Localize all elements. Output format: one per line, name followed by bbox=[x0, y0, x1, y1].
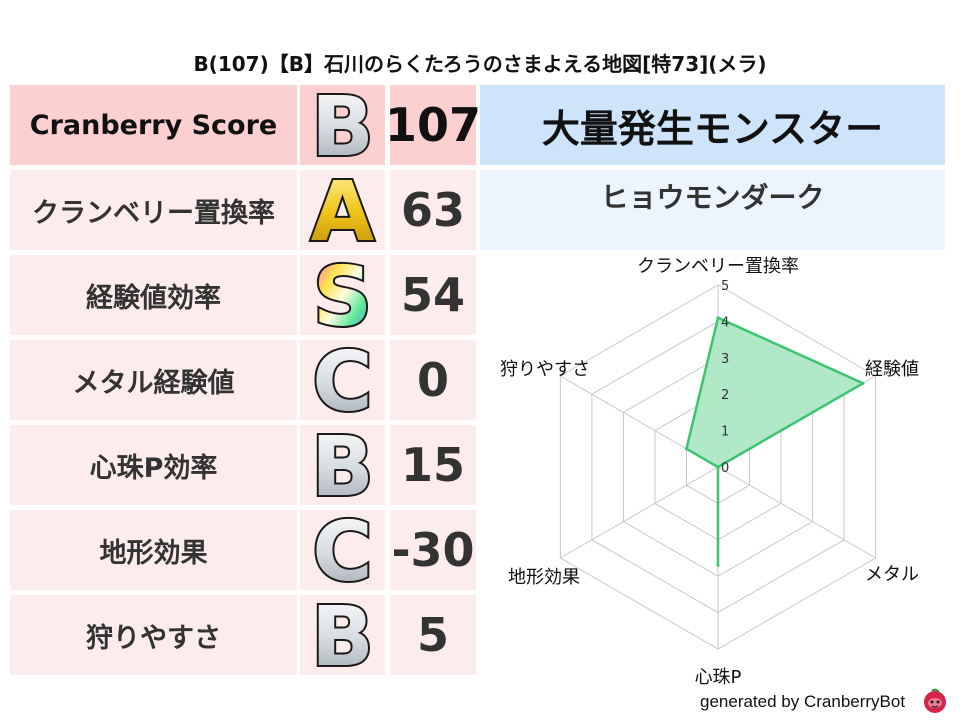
tick-label: 0 bbox=[721, 461, 729, 476]
grade-letter: B bbox=[311, 85, 374, 165]
grade-letter: C bbox=[312, 340, 372, 420]
score-row-value: 15 bbox=[390, 425, 476, 505]
data-point bbox=[716, 465, 720, 469]
grid-ring bbox=[685, 430, 751, 504]
grid-spoke bbox=[717, 466, 876, 559]
axis-label: 心珠P bbox=[695, 667, 742, 688]
data-point bbox=[716, 316, 720, 320]
grade-badge: B bbox=[300, 595, 385, 675]
grid-ring bbox=[559, 284, 877, 650]
grid-spoke bbox=[717, 375, 876, 468]
grade-badge: B bbox=[300, 85, 385, 165]
page-title: B(107)【B】石川のらくたろうのさまよえる地図[特73](メラ) bbox=[193, 52, 767, 76]
tick-label: 4 bbox=[721, 315, 729, 330]
score-row-value: 54 bbox=[390, 255, 476, 335]
grade-letter: B bbox=[311, 595, 374, 675]
score-row-label: 地形効果 bbox=[10, 510, 297, 590]
axis-label: 狩りやすさ bbox=[500, 359, 590, 380]
tick-label: 3 bbox=[721, 352, 729, 367]
cranberry-mascot-icon bbox=[924, 688, 946, 713]
grade-badge: B bbox=[300, 425, 385, 505]
score-row-label: 狩りやすさ bbox=[10, 595, 297, 675]
monster-heading: 大量発生モンスター bbox=[480, 85, 945, 165]
axis-label: クランベリー置換率 bbox=[637, 256, 799, 277]
score-row-value: 0 bbox=[390, 340, 476, 420]
score-row-label: 経験値効率 bbox=[10, 255, 297, 335]
grid-ring bbox=[591, 320, 845, 614]
grid-spoke bbox=[560, 466, 719, 559]
score-row-label: クランベリー置換率 bbox=[10, 170, 297, 250]
tick-label: 5 bbox=[721, 279, 729, 294]
data-point bbox=[684, 447, 688, 451]
grade-letter: A bbox=[311, 170, 375, 250]
grid-ring bbox=[622, 357, 814, 577]
score-row-value: 63 bbox=[390, 170, 476, 250]
grade-badge: C bbox=[300, 510, 385, 590]
grid-ring bbox=[654, 393, 782, 541]
axis-label: 経験値 bbox=[865, 359, 919, 380]
grade-letter: C bbox=[312, 510, 372, 590]
data-polygon bbox=[685, 316, 865, 567]
score-row-label: メタル経験値 bbox=[10, 340, 297, 420]
grade-badge: C bbox=[300, 340, 385, 420]
data-point bbox=[716, 465, 720, 469]
score-header-value: 107 bbox=[385, 85, 481, 165]
score-row-label: 心珠P効率 bbox=[10, 425, 297, 505]
monster-name: ヒョウモンダーク bbox=[480, 170, 945, 250]
score-row-value: -30 bbox=[390, 510, 476, 590]
grade-badge: A bbox=[300, 170, 385, 250]
score-header-label: Cranberry Score bbox=[10, 85, 297, 165]
axis-label: メタル bbox=[865, 564, 919, 585]
data-point bbox=[861, 381, 865, 385]
tick-label: 1 bbox=[721, 425, 729, 440]
tick-label: 2 bbox=[721, 388, 729, 403]
grade-letter: S bbox=[313, 255, 372, 335]
axis-label: 地形効果 bbox=[508, 567, 580, 588]
grade-letter: B bbox=[311, 425, 374, 505]
footer-credit: generated by CranberryBot bbox=[700, 692, 906, 711]
score-row-value: 5 bbox=[390, 595, 476, 675]
grade-badge: S bbox=[300, 255, 385, 335]
data-point bbox=[716, 563, 720, 567]
grid-spoke bbox=[560, 375, 719, 468]
